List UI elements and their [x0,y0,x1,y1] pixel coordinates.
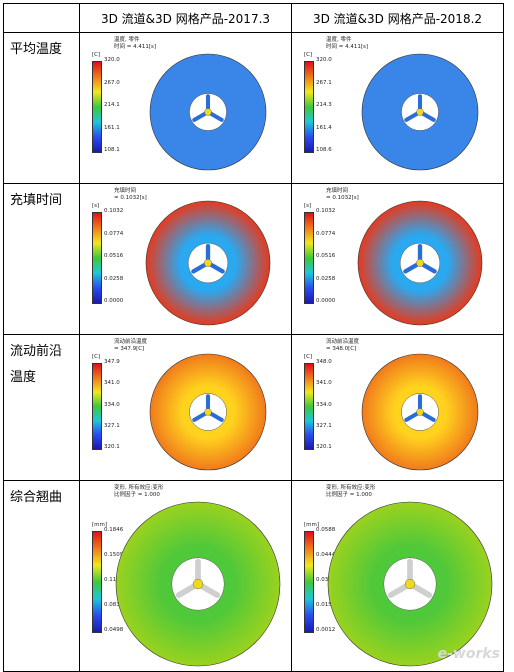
legend-tick-label: 341.0 [316,380,332,387]
legend-unit: [C] [304,52,313,58]
result-cell: 充填时间 = 0.1032[s] [s] 0.1032 0.0774 0.0516 0.0… [291,183,504,335]
legend-tick-label: 334.0 [104,401,120,408]
result-caption: 流动前沿温度 = 347.9[C] [114,339,148,352]
color-legend-bar [92,61,102,153]
part-disk-plot [145,200,271,326]
legend-tick-label: 214.1 [104,102,120,108]
result-cell: 充填时间 = 0.1032[s] [s] 0.1032 0.0774 0.0516 0.0… [79,183,292,335]
legend-tick-label: 0.0835 [104,602,124,608]
result-caption: 充填时间 = 0.1032[s] [114,188,147,201]
result-caption: 温度, 零件 时间 = 4.411[s] [114,37,157,50]
legend-tick-label: 108.1 [104,147,120,153]
part-disk-plot [149,353,267,470]
legend-unit: [C] [92,52,101,58]
row-label-flow-front-temp: 流动前沿温度 [3,334,80,481]
result-cell: 流动前沿温度 = 348.0[C] [C] 348.0 341.0 334.0 327.1… [291,334,504,481]
legend-tick-label: 161.1 [104,124,120,131]
legend-tick-label: 0.0444 [316,552,336,558]
result-caption: 流动前沿温度 = 348.0[C] [326,339,360,352]
legend-tick-label: 334.0 [316,401,332,408]
result-cell: 变形, 所有效应:变形 比例因子 = 1.000 [mm] 0.1846 0.1509… [79,480,292,672]
legend-tick-label: 320.0 [316,57,332,63]
row-label-warpage: 综合翘曲 [3,480,80,672]
legend-tick-label: 0.0774 [104,230,124,237]
legend-tick-label: 0.0498 [104,627,124,633]
result-cell: 温度, 零件 时间 = 4.411[s] [C] 320.0 267.1 214.3 16… [291,32,504,184]
legend-tick-label: 0.0300 [316,577,336,583]
legend-tick-label: 0.0000 [104,298,124,304]
result-cell: 变形, 所有效应:变形 比例因子 = 1.000 [mm] 0.0588 0.0444… [291,480,504,672]
legend-tick-label: 0.0258 [316,275,336,282]
legend-tick-label: 320.1 [104,444,120,450]
legend-tick-label: 0.0588 [316,527,336,533]
legend-tick-label: 327.1 [316,422,332,429]
legend-tick-label: 341.0 [104,380,120,387]
legend-tick-label: 0.1846 [104,527,124,533]
result-caption: 变形, 所有效应:变形 比例因子 = 1.000 [326,485,376,498]
part-disk-plot [149,53,267,171]
row-label-fill-time: 充填时间 [3,183,80,335]
legend-tick-label: 161.4 [316,124,332,131]
legend-unit: [s] [92,203,100,209]
legend-tick-label: 0.0516 [316,253,336,259]
legend-tick-label: 0.1032 [104,208,124,214]
legend-unit: [mm] [304,522,320,528]
color-legend-bar [92,363,102,450]
part-disk-plot [115,501,281,667]
legend-unit: [C] [304,354,313,360]
row-label-avg-temp: 平均温度 [3,32,80,184]
part-disk-plot [357,200,483,326]
legend-tick-label: 267.0 [104,79,120,86]
corner-cell [3,3,80,33]
legend-tick-label: 0.1172 [104,577,124,583]
legend-tick-label: 0.1509 [104,552,124,558]
legend-unit: [mm] [92,522,108,528]
part-disk-plot [361,53,479,171]
legend-tick-label: 320.1 [316,444,332,450]
column-header-2017: 3D 流道&3D 网格产品-2017.3 [79,3,292,33]
color-legend-bar [304,363,314,450]
part-disk-plot [327,501,493,667]
legend-tick-label: 320.0 [104,57,120,63]
legend-tick-label: 348.0 [316,359,332,365]
result-cell: 温度, 零件 时间 = 4.411[s] [C] 320.0 267.0 214.1 16… [79,32,292,184]
result-caption: 温度, 零件 时间 = 4.411[s] [326,37,369,50]
legend-tick-label: 0.0258 [104,275,124,282]
color-legend-bar [304,61,314,153]
legend-tick-label: 0.0156 [316,602,336,608]
color-legend-bar [304,531,314,633]
column-header-2018: 3D 流道&3D 网格产品-2018.2 [291,3,504,33]
comparison-table: 3D 流道&3D 网格产品-2017.3 3D 流道&3D 网格产品-2018.… [3,3,504,672]
result-cell: 流动前沿温度 = 347.9[C] [C] 347.9 341.0 334.0 327.1… [79,334,292,481]
result-caption: 充填时间 = 0.1032[s] [326,188,359,201]
watermark-logo: e-works [437,646,500,662]
color-legend-bar [92,531,102,633]
legend-tick-label: 347.9 [104,359,120,365]
color-legend-bar [92,212,102,304]
legend-tick-label: 108.6 [316,147,332,153]
result-caption: 变形, 所有效应:变形 比例因子 = 1.000 [114,485,164,498]
legend-tick-label: 327.1 [104,422,120,429]
legend-tick-label: 0.0012 [316,627,336,633]
part-disk-plot [361,353,479,470]
legend-tick-label: 267.1 [316,79,332,86]
legend-tick-label: 0.1032 [316,208,336,214]
legend-unit: [C] [92,354,101,360]
legend-tick-label: 0.0774 [316,230,336,237]
legend-unit: [s] [304,203,312,209]
legend-tick-label: 0.0000 [316,298,336,304]
legend-tick-label: 214.3 [316,102,332,108]
color-legend-bar [304,212,314,304]
legend-tick-label: 0.0516 [104,253,124,259]
